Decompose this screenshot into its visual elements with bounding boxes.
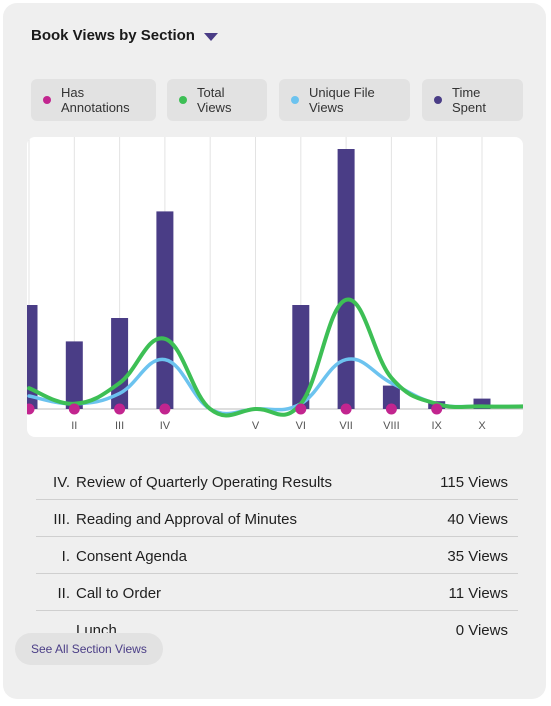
series-line xyxy=(27,297,523,418)
annotation-marker xyxy=(385,403,397,415)
legend-label: Unique File Views xyxy=(309,85,375,115)
chart-area: IIIIIIVVVIVIIVIIIIXXX xyxy=(27,137,523,437)
annotation-marker xyxy=(340,403,352,415)
card-header: Book Views by Section xyxy=(31,27,218,44)
bar xyxy=(337,149,355,409)
x-tick-label: II xyxy=(71,420,77,432)
bar xyxy=(382,385,400,409)
legend-label: Total Views xyxy=(197,85,232,115)
section-number: III. xyxy=(53,511,70,528)
bar xyxy=(292,305,310,409)
dot-icon xyxy=(179,96,187,104)
section-name: Reading and Approval of Minutes xyxy=(76,511,297,528)
legend-item-unique-file-views[interactable]: Unique File Views xyxy=(279,79,410,121)
x-tick-label: IV xyxy=(160,420,171,432)
dot-icon xyxy=(291,96,299,104)
table-row[interactable]: I. Consent Agenda 35 Views xyxy=(36,537,518,574)
bar xyxy=(27,305,38,409)
x-tick-label: X xyxy=(478,420,486,432)
legend-label: Time Spent xyxy=(452,85,486,115)
table-row[interactable]: III. Reading and Approval of Minutes 40 Vi… xyxy=(36,500,518,537)
dot-icon xyxy=(434,96,442,104)
section-views-table: IV. Review of Quarterly Operating Results… xyxy=(36,463,518,647)
x-tick-label: IX xyxy=(431,420,442,432)
annotation-marker xyxy=(114,403,126,415)
section-views-count: 11 Views xyxy=(448,585,508,602)
x-tick-label: VI xyxy=(296,420,306,432)
section-views-count: 40 Views xyxy=(447,511,508,528)
x-tick-label: VII xyxy=(339,420,352,432)
section-views-count: 0 Views xyxy=(455,622,508,639)
section-name: Call to Order xyxy=(76,585,162,602)
dot-icon xyxy=(43,96,51,104)
annotation-marker xyxy=(159,403,171,415)
section-views-count: 115 Views xyxy=(440,474,508,491)
section-name: Review of Quarterly Operating Results xyxy=(76,474,332,491)
legend-item-time-spent[interactable]: Time Spent xyxy=(422,79,523,121)
x-tick-label: VIII xyxy=(383,420,400,432)
legend-item-total-views[interactable]: Total Views xyxy=(167,79,267,121)
chevron-down-icon[interactable] xyxy=(203,32,218,41)
section-number: II. xyxy=(57,585,70,602)
legend-item-has-annotations[interactable]: Has Annotations xyxy=(31,79,156,121)
section-number: IV. xyxy=(53,474,70,491)
annotation-marker xyxy=(295,403,307,415)
x-tick-label: III xyxy=(115,420,124,432)
table-row[interactable]: IV. Review of Quarterly Operating Results… xyxy=(36,463,518,500)
see-all-section-views-button[interactable]: See All Section Views xyxy=(15,633,163,665)
x-tick-label: V xyxy=(252,420,260,432)
annotation-marker xyxy=(68,403,80,415)
annotation-marker xyxy=(27,403,35,415)
bar xyxy=(473,398,491,409)
legend-label: Has Annotations xyxy=(61,85,130,115)
views-chart: IIIIIIVVVIVIIVIIIIXXX xyxy=(27,137,523,432)
section-views-card: Book Views by Section Has Annotations To… xyxy=(3,3,546,699)
section-views-count: 35 Views xyxy=(447,548,508,565)
section-number: I. xyxy=(61,548,70,565)
bar xyxy=(156,211,174,409)
card-title: Book Views by Section xyxy=(31,27,195,44)
chart-legend: Has Annotations Total Views Unique File … xyxy=(31,79,523,121)
section-name: Consent Agenda xyxy=(76,548,187,565)
table-row[interactable]: II. Call to Order 11 Views xyxy=(36,574,518,611)
bar xyxy=(65,341,83,409)
annotation-marker xyxy=(431,403,443,415)
